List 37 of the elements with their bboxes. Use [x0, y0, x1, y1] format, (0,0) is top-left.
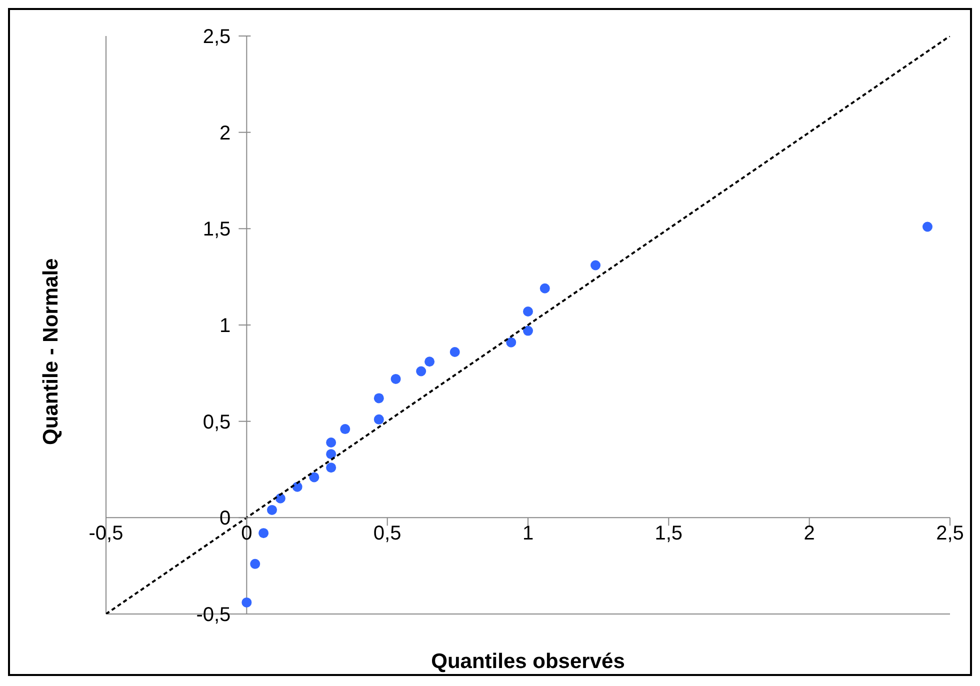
x-tick-label: 1,5	[654, 522, 683, 545]
point	[922, 222, 932, 232]
point	[250, 558, 260, 569]
y-tick-label: 2,5	[202, 26, 231, 48]
y-tick-label: 1	[220, 315, 231, 337]
point	[309, 472, 320, 482]
y-tick-label: 0	[220, 508, 231, 530]
x-tick-label: 1	[522, 522, 534, 545]
point	[424, 356, 435, 367]
y-tick-label: 0,5	[202, 411, 231, 434]
point	[416, 366, 426, 376]
y-tick-label: 1,5	[202, 218, 231, 241]
point	[374, 414, 384, 424]
point	[326, 438, 336, 448]
point	[242, 597, 252, 608]
y-tick-label: -0,5	[196, 604, 231, 626]
x-tick-label: 0,5	[373, 522, 402, 545]
x-axis-title: Quantiles observés	[431, 650, 625, 673]
point	[374, 393, 384, 404]
y-tick-label: 2	[220, 122, 231, 144]
point	[450, 346, 460, 357]
y-axis-title: Quantile - Normale	[39, 258, 62, 445]
point	[266, 504, 277, 515]
point	[506, 337, 516, 348]
x-tick-label: 0	[241, 522, 252, 545]
x-tick-label: 2	[804, 522, 815, 545]
point	[326, 462, 336, 473]
point	[326, 449, 336, 460]
point	[390, 374, 401, 384]
x-tick-label: -0,5	[88, 522, 124, 545]
point	[523, 326, 533, 336]
point	[523, 306, 533, 317]
x-tick-label: 2,5	[936, 522, 964, 545]
point	[258, 528, 269, 538]
point	[540, 283, 550, 294]
point	[590, 260, 601, 270]
point	[340, 424, 350, 434]
